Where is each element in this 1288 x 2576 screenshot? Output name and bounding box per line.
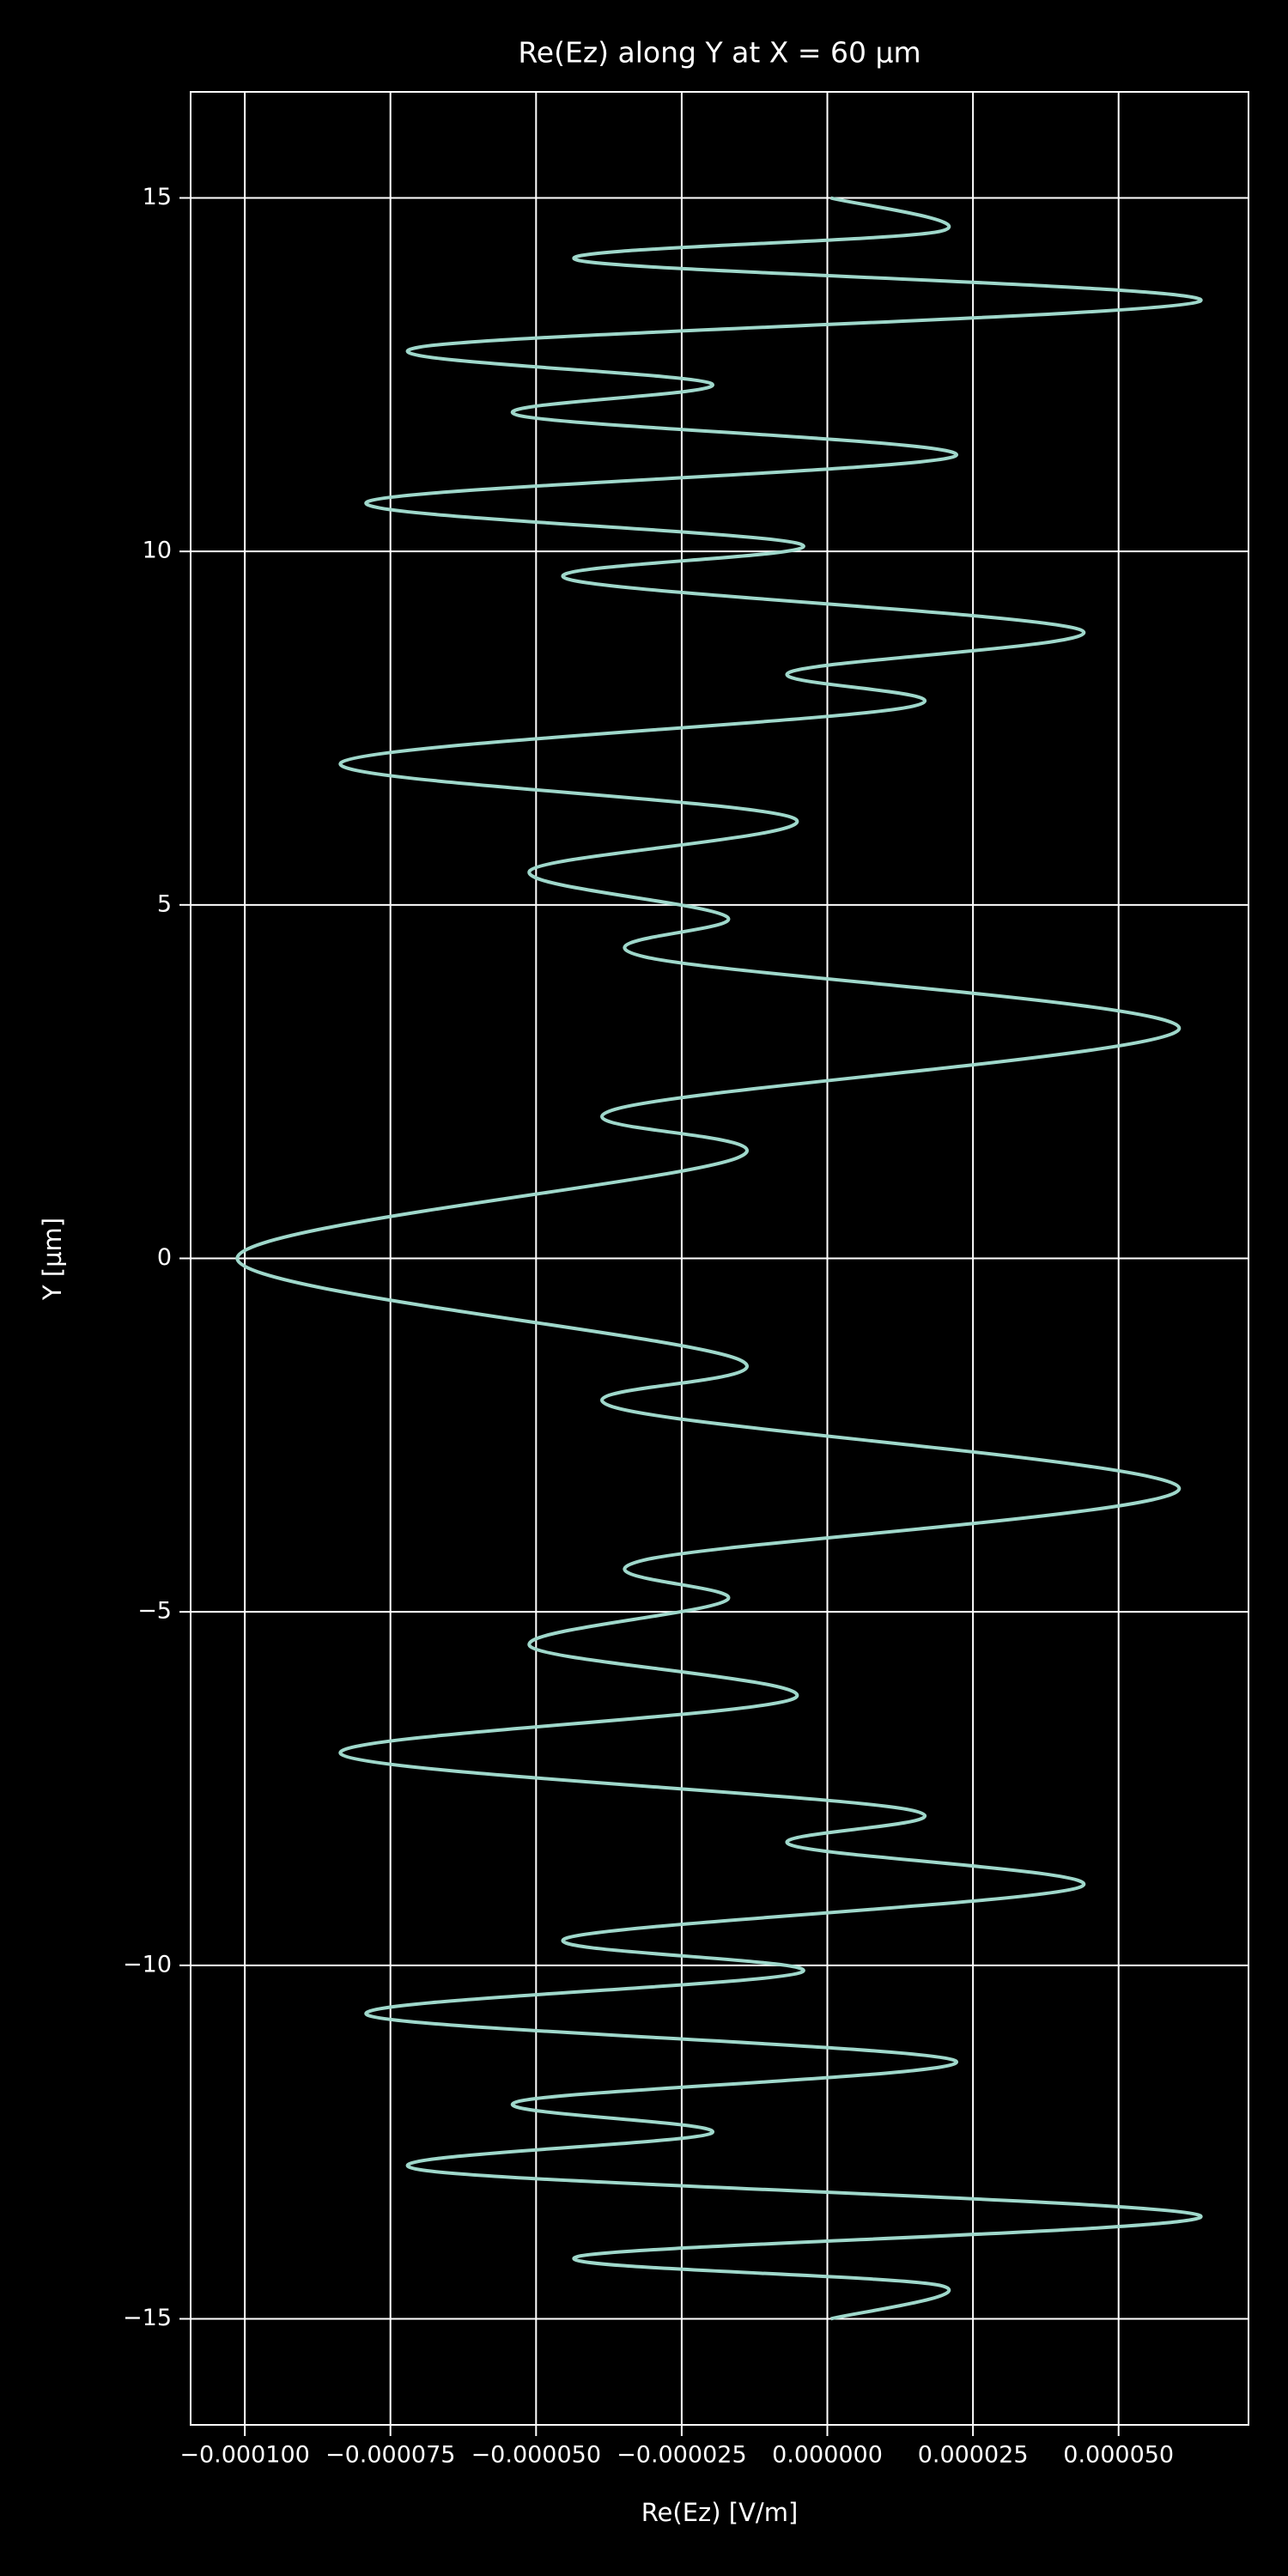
x-tick-label: 0.000000 [772,2442,883,2469]
chart-title: Re(Ez) along Y at X = 60 µm [518,36,920,70]
y-tick-label: 15 [143,184,172,210]
x-tick-label: −0.000050 [471,2442,601,2469]
x-tick-label: −0.000100 [179,2442,309,2469]
x-tick-label: −0.000075 [325,2442,455,2469]
x-axis-label: Re(Ez) [V/m] [641,2498,799,2527]
y-tick-label: −5 [137,1598,172,1625]
y-tick-label: 0 [157,1244,172,1271]
y-axis-label: Y [µm] [38,1218,67,1301]
line-series [235,196,1203,2321]
y-tick-label: 10 [143,538,172,564]
x-tick-label: 0.000050 [1063,2442,1174,2469]
y-tick-label: −15 [123,2305,172,2331]
y-tick-label: −10 [123,1951,172,1978]
y-tick-label: 5 [157,890,172,917]
x-tick-label: −0.000025 [617,2442,746,2469]
plot-frame [190,91,1249,2426]
x-tick-label: 0.000025 [918,2442,1029,2469]
